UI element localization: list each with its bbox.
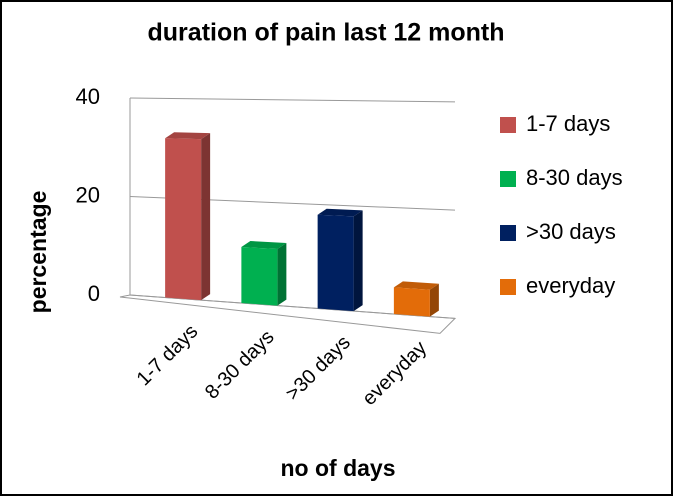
bar-front xyxy=(317,214,354,312)
bar-top xyxy=(241,241,287,250)
y-tick-label: 20 xyxy=(76,182,100,207)
chart-title: duration of pain last 12 month xyxy=(148,19,505,47)
y-axis-title: percentage xyxy=(25,191,51,314)
bar-side xyxy=(201,133,211,301)
bar-top xyxy=(317,208,363,217)
legend-label: >30 days xyxy=(526,219,616,244)
legend-swatch xyxy=(500,225,516,241)
bar-top xyxy=(165,132,211,140)
x-axis-title: no of days xyxy=(280,455,395,481)
bar xyxy=(317,208,363,312)
legend-swatch xyxy=(500,279,516,295)
y-tick-label: 0 xyxy=(88,281,100,306)
bar-side xyxy=(429,283,439,317)
bar-front xyxy=(241,247,278,306)
bar-side xyxy=(353,210,363,312)
legend-swatch xyxy=(500,117,516,133)
legend-label: 8-30 days xyxy=(526,165,623,190)
bar-front xyxy=(165,138,202,301)
legend-label: everyday xyxy=(526,273,615,298)
bar xyxy=(241,241,287,306)
bar-top xyxy=(393,281,439,290)
legend-swatch xyxy=(500,171,516,187)
bar-side xyxy=(277,243,287,306)
bar-front xyxy=(393,287,430,317)
bar xyxy=(165,132,211,301)
bar xyxy=(393,281,439,317)
grid-line xyxy=(129,97,456,103)
legend-label: 1-7 days xyxy=(526,111,610,136)
y-tick-label: 40 xyxy=(76,84,100,109)
